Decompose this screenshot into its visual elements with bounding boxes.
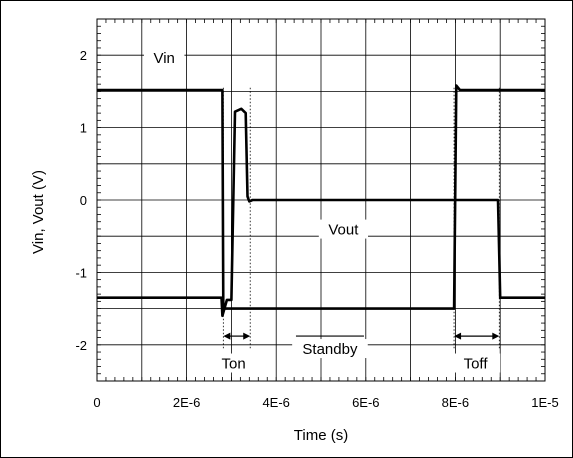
y-axis-label: Vin, Vout (V) (30, 170, 47, 254)
timing-arrow-head (243, 332, 251, 340)
y-tick-label: -2 (75, 338, 87, 353)
y-tick-label: 2 (80, 48, 87, 63)
x-tick-label: 6E-6 (352, 395, 379, 410)
x-tick-label: 4E-6 (262, 395, 289, 410)
annotation-background (318, 219, 368, 239)
x-tick-label: 8E-6 (442, 395, 469, 410)
x-axis-label: Time (s) (294, 427, 348, 444)
annotation-background (292, 339, 368, 359)
chart-series (97, 84, 545, 318)
tick-labels: 0 2E-6 4E-6 6E-6 8E-6 1E-5 2 1 0 -1 -2 (75, 48, 558, 410)
series-line-vin (97, 84, 545, 310)
timing-arrow-head (223, 332, 231, 340)
annotation-label: Toff (464, 356, 489, 373)
y-tick-label: 1 (80, 121, 87, 136)
x-tick-label: 0 (93, 395, 100, 410)
series-line-vout (97, 107, 545, 318)
timing-arrow-head (492, 332, 500, 340)
annotation-background (213, 353, 254, 373)
y-tick-label: -1 (75, 265, 87, 280)
annotation-label: Standby (302, 341, 358, 358)
x-tick-label: 2E-6 (173, 395, 200, 410)
axis-ticks (97, 19, 545, 381)
x-tick-label: 1E-5 (531, 395, 558, 410)
annotations: Vin Vout Ton Standby Toff (144, 47, 501, 373)
annotation-label: Vout (328, 222, 359, 239)
annotation-background (450, 353, 501, 373)
timing-arrow-head (454, 332, 462, 340)
annotation-label: Vin (153, 50, 174, 67)
annotation-background (144, 47, 185, 67)
y-tick-label: 0 (80, 193, 87, 208)
annotation-label: Ton (222, 356, 246, 373)
